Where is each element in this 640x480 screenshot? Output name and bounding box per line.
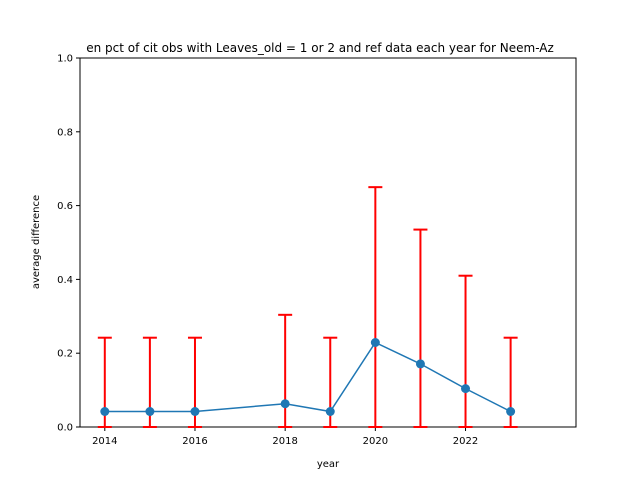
x-tick-label: 2016 (182, 436, 207, 447)
y-tick-label: 0.2 (57, 349, 73, 360)
x-tick-label: 2014 (92, 436, 117, 447)
x-axis-label: year (317, 459, 340, 470)
y-tick-label: 1.0 (57, 54, 73, 65)
data-point (100, 407, 110, 417)
data-point (280, 399, 290, 409)
series-line-group (104, 341, 511, 413)
data-point (415, 359, 425, 369)
data-point (145, 407, 155, 417)
x-tick-label: 2020 (363, 436, 388, 447)
x-axis: 2014 2016 2018 2020 2022 (92, 427, 478, 447)
y-axis: 0.0 0.2 0.4 0.6 0.8 1.0 (57, 54, 80, 434)
y-tick-label: 0.6 (57, 201, 73, 212)
x-tick-label: 2018 (272, 436, 297, 447)
series-line (104, 341, 511, 413)
data-point (325, 407, 335, 417)
error-bars (97, 186, 518, 428)
plot-frame (79, 57, 577, 428)
data-points (100, 337, 516, 417)
data-point (370, 337, 380, 347)
chart-title: en pct of cit obs with Leaves_old = 1 or… (86, 41, 554, 55)
y-tick-label: 0.0 (57, 423, 73, 434)
x-tick-label: 2022 (453, 436, 478, 447)
y-tick-label: 0.8 (57, 127, 73, 138)
data-point (190, 407, 200, 417)
y-axis-label: average difference (31, 195, 42, 289)
y-tick-label: 0.4 (57, 275, 73, 286)
data-point (461, 384, 471, 394)
data-point (506, 407, 516, 417)
